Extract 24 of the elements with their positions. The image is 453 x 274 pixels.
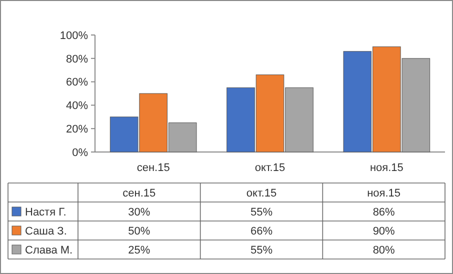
data-label: 50% [128,225,150,238]
x-tick-label: ноя.15 [370,162,404,174]
data-label: 66% [250,225,273,238]
data-label: 86% [372,206,396,218]
data-label: 55% [250,206,273,218]
data-label: 80% [372,244,396,256]
legend-label: Настя Г. [25,206,66,218]
y-tick-label: 0% [72,146,88,159]
data-label: 30% [128,206,150,218]
category-label: ноя.15 [367,187,401,200]
category-label: окт.15 [246,187,277,200]
y-tick-label: 60% [66,76,88,89]
category-label: сен.15 [122,187,156,200]
y-tick-label: 40% [66,100,88,112]
y-tick-label: 20% [66,123,88,136]
y-tick-label: 100% [60,30,88,42]
y-tick-label: 80% [66,53,88,66]
x-tick-label: окт.15 [254,162,286,174]
data-label: 90% [372,225,396,238]
x-tick-label: сен.15 [136,162,170,174]
legend-label: Слава М. [25,244,73,256]
data-label: 55% [250,244,273,256]
legend-label: Саша З. [25,225,67,238]
data-label: 25% [128,244,150,256]
